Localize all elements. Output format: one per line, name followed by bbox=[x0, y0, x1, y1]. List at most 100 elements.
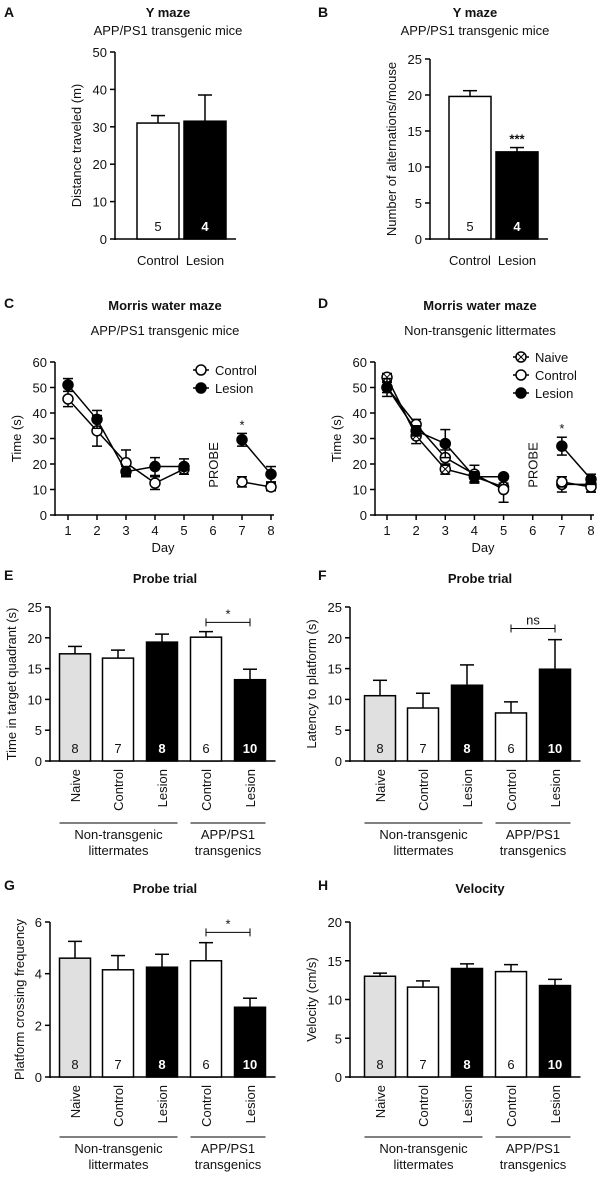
bar bbox=[145, 966, 179, 1078]
y-tick-label: 25 bbox=[28, 600, 42, 615]
panel-label: A bbox=[4, 4, 14, 20]
y-tick-label: 30 bbox=[353, 432, 367, 447]
x-tick-label: Control bbox=[504, 769, 519, 811]
data-point-lesion bbox=[178, 460, 190, 473]
n-label: 10 bbox=[548, 741, 562, 756]
chart-title: Probe trial bbox=[133, 881, 197, 896]
y-tick-label: 40 bbox=[353, 406, 367, 421]
y-tick-label: 5 bbox=[335, 1031, 342, 1046]
y-tick-label: 20 bbox=[28, 631, 42, 646]
bar bbox=[406, 986, 440, 1078]
y-tick-label: 20 bbox=[408, 88, 422, 103]
y-tick-label: 20 bbox=[93, 157, 107, 172]
n-label: 5 bbox=[154, 219, 161, 234]
legend-label: Naive bbox=[535, 350, 568, 365]
x-tick-label: 6 bbox=[209, 523, 216, 538]
y-tick-label: 0 bbox=[335, 1070, 342, 1085]
chart-title: Morris water maze bbox=[423, 298, 536, 313]
data-point-control bbox=[149, 477, 161, 489]
bar bbox=[495, 151, 539, 240]
y-axis-label: Time (s) bbox=[9, 415, 24, 462]
chart-title: Velocity bbox=[455, 881, 505, 896]
n-label: 10 bbox=[548, 1057, 562, 1072]
probe-label: PROBE bbox=[206, 442, 221, 488]
chart-subtitle: APP/PS1 transgenic mice bbox=[94, 23, 243, 38]
data-point-control bbox=[497, 483, 510, 496]
bar bbox=[494, 970, 528, 1078]
y-axis-label: Time in target quadrant (s) bbox=[4, 608, 19, 761]
chart-title: Probe trial bbox=[448, 571, 512, 586]
chart-subtitle: APP/PS1 transgenic mice bbox=[91, 323, 240, 338]
x-tick-label: 4 bbox=[151, 523, 158, 538]
panel-label: B bbox=[318, 4, 328, 20]
y-tick-label: 10 bbox=[328, 692, 342, 707]
panel-label: H bbox=[318, 877, 328, 893]
x-tick-label: 2 bbox=[93, 523, 100, 538]
legend-marker bbox=[515, 387, 527, 399]
x-tick-label: Lesion bbox=[498, 253, 536, 268]
x-tick-label: 2 bbox=[413, 523, 420, 538]
x-tick-label: 7 bbox=[238, 523, 245, 538]
n-label: 8 bbox=[71, 1057, 78, 1072]
data-point-lesion bbox=[236, 434, 248, 446]
x-tick-label: Lesion bbox=[548, 769, 563, 807]
y-tick-label: 10 bbox=[33, 483, 47, 498]
y-tick-label: 15 bbox=[328, 662, 342, 677]
x-tick-label: 6 bbox=[529, 523, 536, 538]
legend-marker bbox=[195, 364, 207, 376]
y-tick-label: 0 bbox=[40, 508, 47, 523]
x-tick-label: Naive bbox=[373, 769, 388, 802]
n-label: 8 bbox=[463, 741, 470, 756]
significance-marker: *** bbox=[509, 132, 525, 147]
panel-label: C bbox=[4, 295, 14, 311]
bar bbox=[450, 967, 484, 1078]
n-label: 8 bbox=[463, 1057, 470, 1072]
n-label: 4 bbox=[201, 219, 209, 234]
group-label: Non-transgenic bbox=[74, 1141, 163, 1156]
y-tick-label: 5 bbox=[35, 723, 42, 738]
n-label: 10 bbox=[243, 1057, 257, 1072]
group-label: APP/PS1 bbox=[506, 1141, 560, 1156]
panel-c: C Morris water maze APP/PS1 transgenic mic… bbox=[4, 295, 277, 555]
group-label: transgenics bbox=[195, 1157, 262, 1172]
y-tick-label: 0 bbox=[360, 508, 367, 523]
y-tick-label: 50 bbox=[33, 381, 47, 396]
y-tick-label: 4 bbox=[35, 967, 42, 982]
bar bbox=[183, 120, 227, 240]
group-label: littermates bbox=[394, 1157, 454, 1172]
legend-label: Control bbox=[215, 363, 257, 378]
bar bbox=[101, 969, 135, 1078]
n-label: 6 bbox=[507, 1057, 514, 1072]
y-tick-label: 25 bbox=[328, 600, 342, 615]
group-label: Non-transgenic bbox=[379, 827, 468, 842]
y-tick-label: 20 bbox=[33, 457, 47, 472]
n-label: 8 bbox=[376, 741, 383, 756]
group-label: Non-transgenic bbox=[379, 1141, 468, 1156]
n-label: 6 bbox=[507, 741, 514, 756]
panel-f: F Probe trial 0 5 10 15 20 25 Latency to platfor… bbox=[304, 567, 581, 858]
y-tick-label: 15 bbox=[28, 662, 42, 677]
x-tick-label: Control bbox=[111, 769, 126, 811]
data-point-control bbox=[62, 393, 74, 405]
data-point-lesion bbox=[497, 471, 510, 483]
x-axis-label: Day bbox=[471, 540, 495, 555]
data-point-lesion bbox=[265, 468, 277, 480]
bar bbox=[494, 712, 528, 762]
chart-title: Y maze bbox=[146, 5, 191, 20]
n-label: 7 bbox=[419, 741, 426, 756]
y-tick-label: 0 bbox=[35, 754, 42, 769]
bar bbox=[101, 657, 135, 762]
y-tick-label: 30 bbox=[93, 120, 107, 135]
y-tick-label: 20 bbox=[353, 457, 367, 472]
bar bbox=[538, 984, 572, 1078]
y-tick-label: 10 bbox=[408, 160, 422, 175]
n-label: 10 bbox=[243, 741, 257, 756]
group-label: transgenics bbox=[500, 1157, 567, 1172]
panel-g: G Probe trial 0 2 4 6 Platform crossing freque… bbox=[4, 877, 276, 1172]
data-point-lesion bbox=[91, 413, 103, 426]
bar bbox=[363, 694, 397, 762]
x-tick-label: Control bbox=[504, 1085, 519, 1127]
group-label: transgenics bbox=[195, 843, 262, 858]
group-label: APP/PS1 bbox=[201, 1141, 255, 1156]
data-point-lesion bbox=[149, 460, 161, 473]
